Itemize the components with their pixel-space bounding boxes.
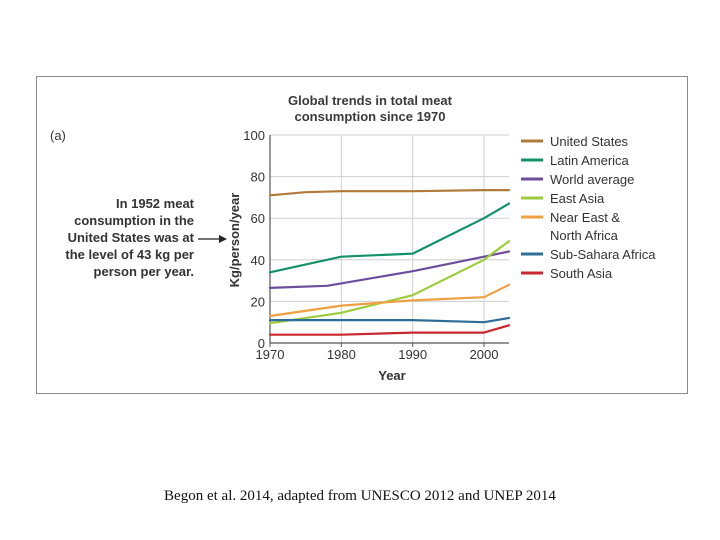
source-caption: Begon et al. 2014, adapted from UNESCO 2… [164,488,556,504]
y-tick-label: 20 [251,294,265,309]
x-tick-label: 1970 [256,347,285,362]
annotation-text: In 1952 meat consumption in the United S… [65,196,194,279]
series-line-2 [268,250,511,289]
legend-label-4: Near East & North Africa [550,210,620,243]
series-line-3 [268,240,511,325]
legend-label-5: Sub-Sahara Africa [550,247,656,262]
series-line-5 [268,316,511,324]
grid-layer [270,134,509,343]
x-tick-label: 2000 [470,347,499,362]
y-tick-label: 100 [243,128,265,143]
y-tick-label: 60 [251,211,265,226]
series-line-1 [268,202,511,274]
series-line-0 [268,189,511,197]
x-axis-label: Year [378,368,405,383]
legend-label-6: South Asia [550,266,613,281]
axes-layer: 0 20 40 60 80 100 1970 1980 1990 2000 [243,128,509,362]
y-tick-label: 40 [251,253,265,268]
y-tick-label: 0 [258,336,265,351]
plot-area [270,135,509,343]
y-tick-label: 80 [251,170,265,185]
chart-title: Global trends in total meat consumption … [288,93,452,124]
x-tick-label: 1990 [398,347,427,362]
legend: United States Latin America World average E… [521,134,656,281]
legend-label-3: East Asia [550,191,605,206]
legend-label-0: United States [550,134,629,149]
legend-label-2: World average [550,172,634,187]
series-line-6 [268,324,511,336]
annotation-arrow [198,235,227,243]
x-tick-label: 1980 [327,347,356,362]
y-axis-label: Kg/person/year [227,193,242,288]
series-layer [268,189,511,336]
panel-label: (a) [50,128,66,143]
legend-label-1: Latin America [550,153,630,168]
series-line-4 [268,283,511,318]
